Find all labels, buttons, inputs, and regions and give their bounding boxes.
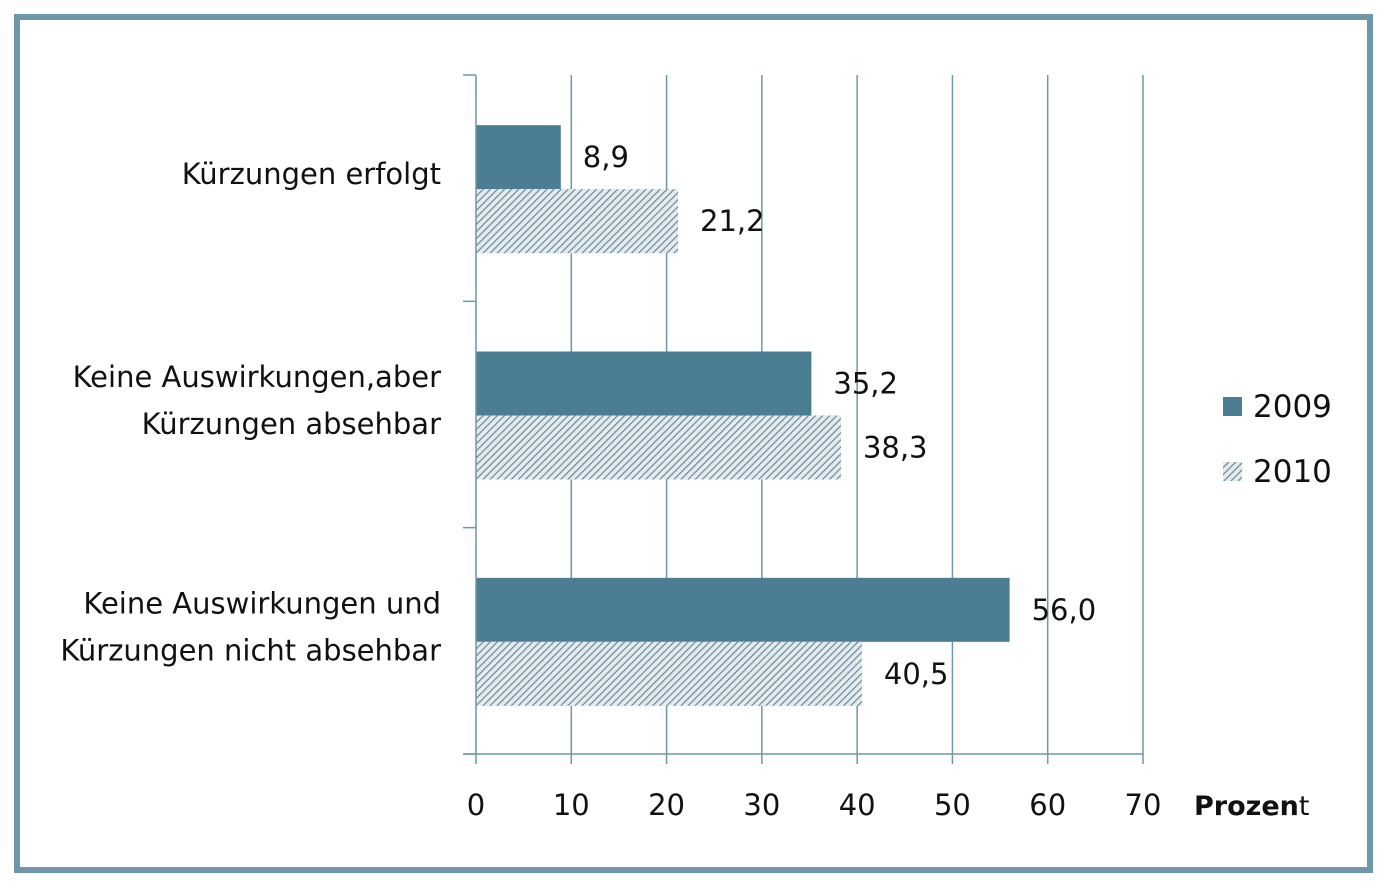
- x-tick-label-10: 10: [553, 788, 590, 822]
- bar-2009-1: [476, 125, 561, 190]
- bar-2010-2: [476, 415, 841, 480]
- x-tick-label-50: 50: [934, 788, 971, 822]
- category-label-3: Kürzungen nicht absehbar: [60, 633, 441, 667]
- x-tick-label-40: 40: [839, 788, 876, 822]
- bar-2010-1: [476, 189, 679, 254]
- x-tick-label-0: 0: [467, 788, 485, 822]
- value-label-2010-1: 21,2: [700, 204, 765, 238]
- value-label-2009-3: 56,0: [1032, 593, 1097, 627]
- bar-2010-3: [476, 641, 862, 706]
- bar-2009-2: [476, 351, 812, 416]
- legend-swatch-2010: [1223, 462, 1242, 481]
- bar-2009-3: [476, 577, 1010, 642]
- axes: [463, 74, 1144, 764]
- category-label-1: Kürzungen erfolgt: [182, 157, 441, 191]
- legend-label-2009: 2009: [1253, 389, 1332, 425]
- x-tick-label-20: 20: [648, 788, 685, 822]
- category-label-3: Keine Auswirkungen und: [83, 586, 441, 620]
- value-label-2009-1: 8,9: [583, 140, 629, 174]
- labels: 0 10 20 30 40 50 60 70 8,9 21,2 Kürzungen erfolgt 3…: [60, 140, 1309, 822]
- legend-label-2010: 2010: [1253, 454, 1332, 490]
- value-label-2010-2: 38,3: [863, 431, 928, 465]
- legend: 2009 2010: [1223, 389, 1332, 490]
- category-label-2: Kürzungen absehbar: [142, 407, 441, 441]
- x-tick-label-70: 70: [1125, 788, 1162, 822]
- x-axis-unit-label: Prozent: [1194, 791, 1310, 822]
- x-tick-label-30: 30: [743, 788, 780, 822]
- category-label-2: Keine Auswirkungen,aber: [73, 360, 441, 394]
- value-label-2009-2: 35,2: [833, 367, 898, 401]
- bars: [476, 125, 1010, 706]
- value-label-2010-3: 40,5: [884, 657, 949, 691]
- legend-swatch-2009: [1223, 397, 1242, 416]
- x-tick-label-60: 60: [1029, 788, 1066, 822]
